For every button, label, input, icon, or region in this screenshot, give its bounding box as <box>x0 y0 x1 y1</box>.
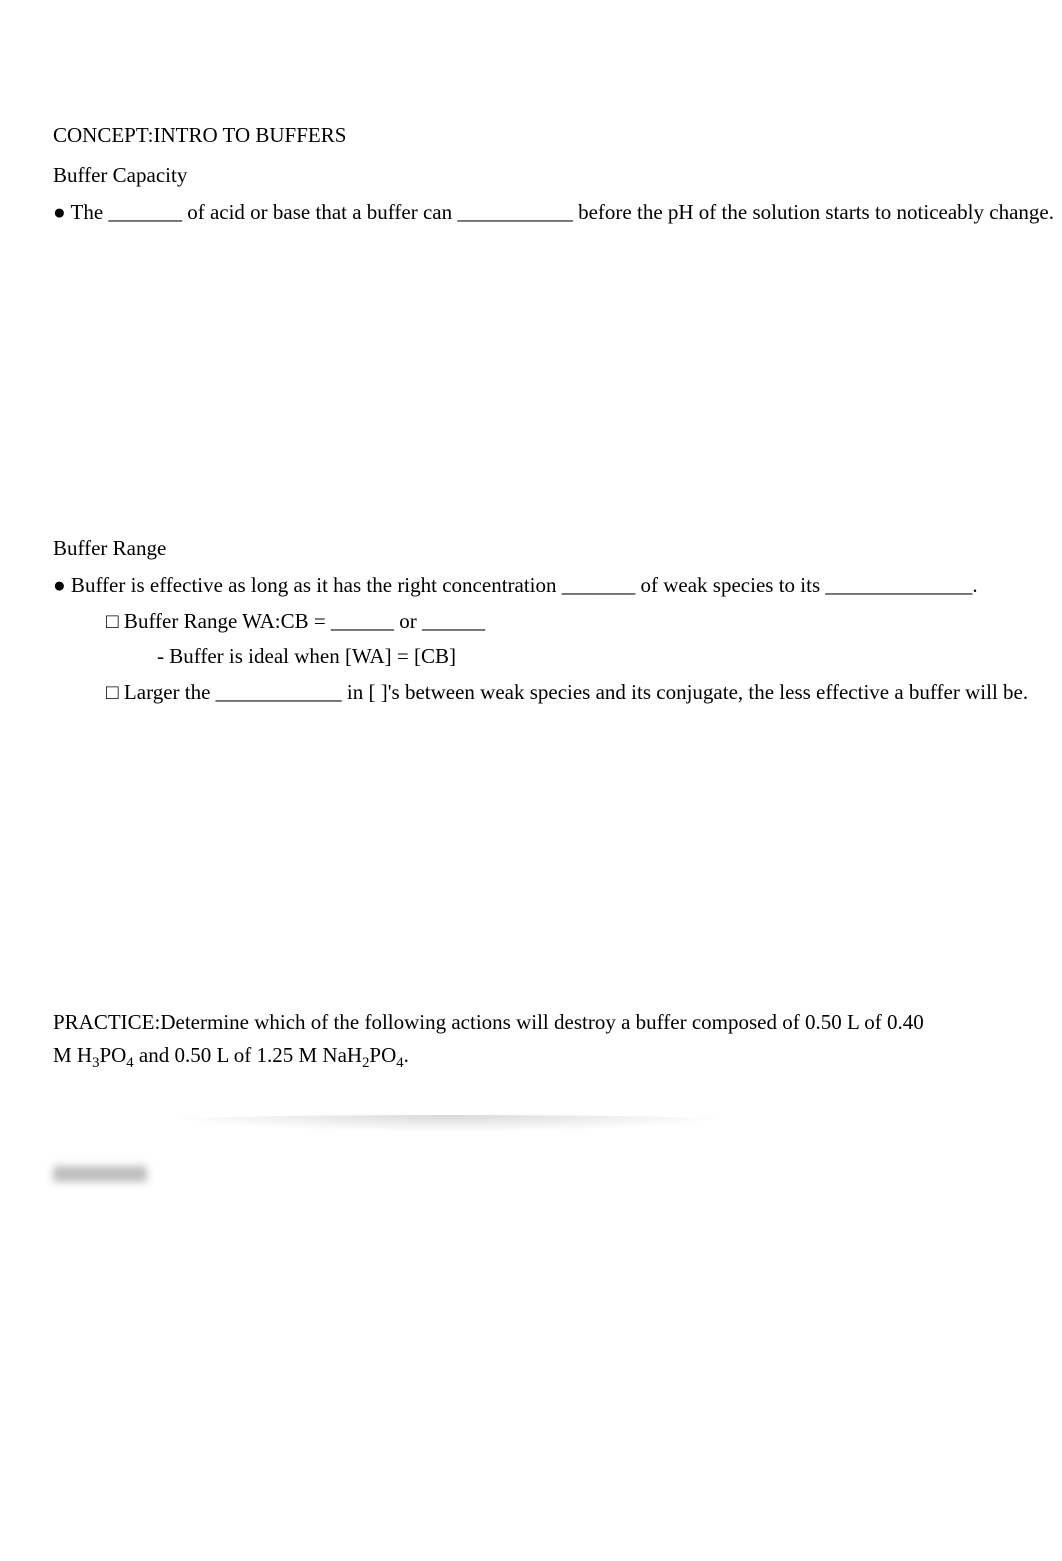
buffer-capacity-title: Buffer Capacity <box>53 160 1062 192</box>
buffer-capacity-line1: ● The _______ of acid or base that a buf… <box>53 197 1062 229</box>
h3po4-sub3: 3 <box>92 1055 99 1071</box>
practice-mid: and 0.50 L of 1.25 M NaH <box>134 1043 362 1067</box>
buffer-range-line1: ● Buffer is effective as long as it has … <box>53 570 1062 602</box>
concept-title: INTRO TO BUFFERS <box>153 123 346 147</box>
bc-blank2: ___________ <box>457 200 573 224</box>
h3po4-po: PO <box>99 1043 126 1067</box>
buffer-range-sub1: □ Buffer Range WA:CB = ______ or ______ <box>106 606 1062 638</box>
nah2po4-sub2: 2 <box>362 1055 369 1071</box>
concept-label-text: CONCEPT: <box>53 123 153 147</box>
nah2po4-po: PO <box>369 1043 396 1067</box>
bc-mid: of acid or base that a buffer can <box>182 200 457 224</box>
nah2po4-sub4: 4 <box>396 1055 403 1071</box>
practice-after: . <box>404 1043 409 1067</box>
h3po4-sub4: 4 <box>126 1055 133 1071</box>
blurred-watermark <box>53 1166 147 1182</box>
bc-prefix: ● The <box>53 200 108 224</box>
shadow-divider <box>44 1115 854 1139</box>
bc-after: before the pH of the solution starts to … <box>573 200 1054 224</box>
practice-label: PRACTICE: <box>53 1010 160 1034</box>
buffer-range-title: Buffer Range <box>53 533 1062 565</box>
buffer-range-sub2: □ Larger the ____________ in [ ]'s betwe… <box>106 677 1062 709</box>
bc-blank1: _______ <box>108 200 182 224</box>
practice-block: PRACTICE:Determine which of the followin… <box>53 1006 941 1071</box>
concept-label: CONCEPT: <box>53 123 153 147</box>
buffer-range-sub1a: - Buffer is ideal when [WA] = [CB] <box>157 641 1062 673</box>
